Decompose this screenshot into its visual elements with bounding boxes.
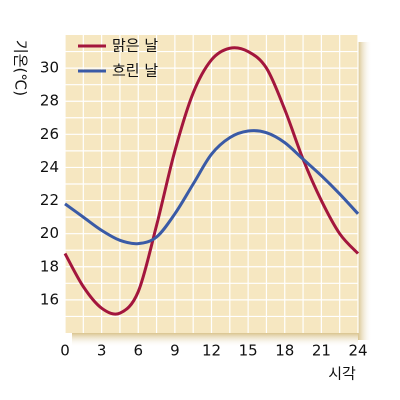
y-tick-label: 24 [40, 158, 59, 176]
line [64, 129, 360, 246]
x-tick-label: 0 [60, 342, 70, 360]
y-axis-title: 기온(℃) [12, 40, 30, 96]
y-tick-label: 18 [40, 257, 59, 275]
x-tick-label: 21 [312, 342, 331, 360]
line [63, 46, 360, 316]
y-tick-label: 20 [40, 224, 59, 242]
shadow [358, 42, 372, 340]
x-tick-label: 15 [239, 342, 258, 360]
y-tick-label: 28 [40, 92, 59, 110]
x-tick-label: 6 [133, 342, 143, 360]
legend-label: 맑은 날 [112, 37, 158, 55]
grid [64, 35, 359, 333]
x-tick-label: 9 [170, 342, 180, 360]
y-tick-label: 26 [40, 125, 59, 143]
shadow [72, 333, 358, 347]
x-tick-label: 12 [202, 342, 221, 360]
x-axis-title: 시각 [328, 365, 356, 383]
y-tick-label: 16 [40, 290, 59, 308]
legend-label: 흐린 날 [112, 62, 158, 80]
lines [63, 46, 360, 316]
y-tick-label: 22 [40, 191, 59, 209]
x-tick-label: 3 [97, 342, 107, 360]
y-tick-label: 30 [40, 59, 59, 77]
x-tick-label: 18 [275, 342, 294, 360]
x-tick-label: 24 [348, 342, 367, 360]
